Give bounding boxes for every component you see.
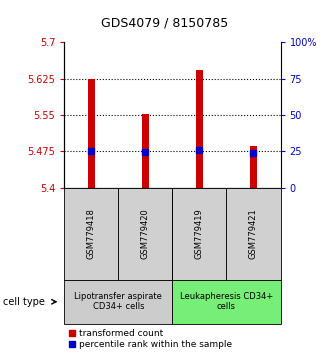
Bar: [118, 188, 173, 280]
Bar: [196, 70, 203, 188]
Text: Leukapheresis CD34+
cells: Leukapheresis CD34+ cells: [180, 292, 273, 312]
Legend: transformed count, percentile rank within the sample: transformed count, percentile rank withi…: [69, 329, 232, 349]
Text: Lipotransfer aspirate
CD34+ cells: Lipotransfer aspirate CD34+ cells: [75, 292, 162, 312]
Text: GSM779418: GSM779418: [87, 208, 96, 259]
Bar: [142, 114, 149, 188]
Bar: [64, 280, 173, 324]
Text: cell type: cell type: [3, 297, 45, 307]
Text: GSM779420: GSM779420: [141, 208, 150, 259]
Bar: [64, 188, 118, 280]
Text: GDS4079 / 8150785: GDS4079 / 8150785: [101, 17, 229, 29]
Bar: [226, 188, 280, 280]
Bar: [88, 79, 95, 188]
Text: GSM779419: GSM779419: [195, 208, 204, 259]
Bar: [250, 145, 257, 188]
Text: GSM779421: GSM779421: [249, 208, 258, 259]
Bar: [173, 188, 226, 280]
Bar: [173, 280, 280, 324]
